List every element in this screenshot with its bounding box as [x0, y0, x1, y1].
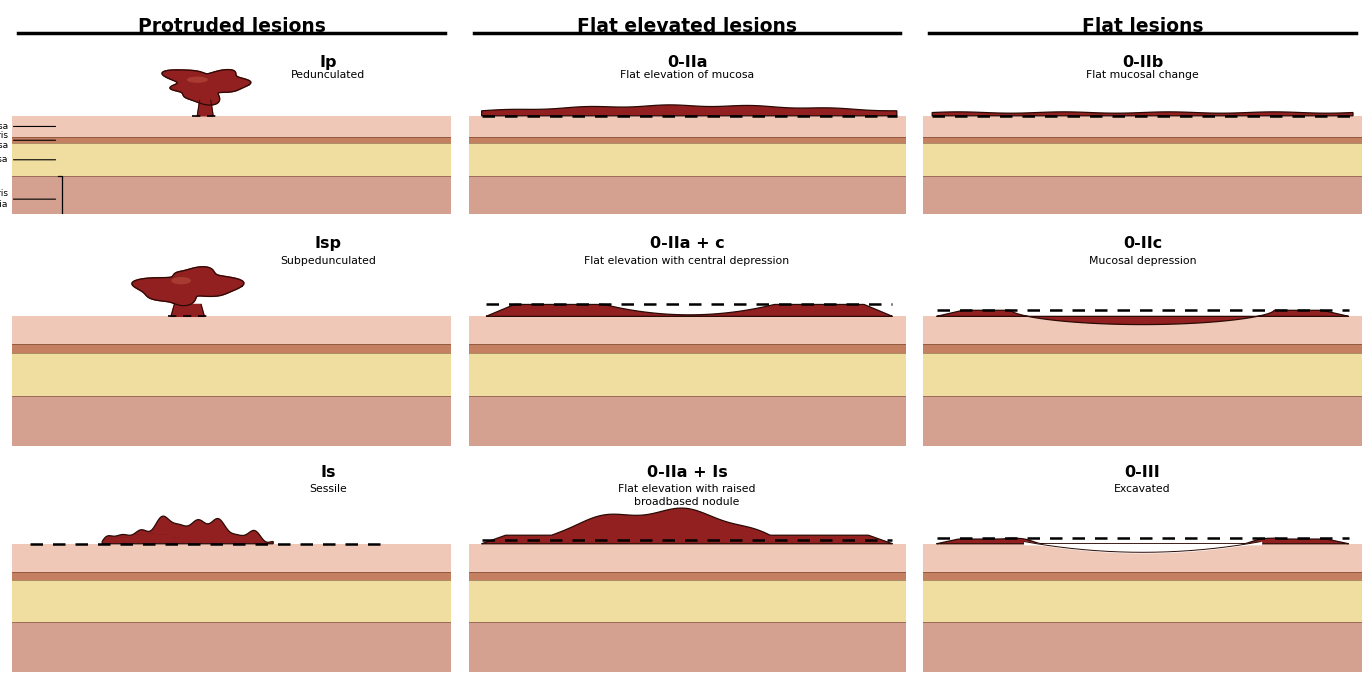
Polygon shape [103, 516, 273, 544]
Polygon shape [937, 538, 1348, 553]
Bar [12, 396, 451, 456]
Bar [12, 353, 451, 396]
Bar [469, 456, 906, 500]
Bar [12, 222, 451, 255]
Bar [12, 456, 451, 500]
Text: Flat elevated lesions: Flat elevated lesions [577, 17, 797, 36]
Text: Protruded lesions: Protruded lesions [137, 17, 326, 36]
Bar [469, 622, 906, 678]
Bar [923, 456, 1362, 500]
Text: 0-IIa + c: 0-IIa + c [649, 237, 725, 252]
Bar [469, 572, 906, 580]
Polygon shape [482, 105, 897, 116]
Bar [469, 353, 906, 396]
Polygon shape [132, 266, 244, 306]
Text: Isp: Isp [315, 237, 341, 252]
Bar [923, 580, 1362, 622]
Text: Muscularis
mucosa: Muscularis mucosa [0, 131, 56, 150]
Text: 0-IIb: 0-IIb [1122, 55, 1163, 70]
Bar [469, 580, 906, 622]
Text: Mucosal depression: Mucosal depression [1089, 256, 1196, 266]
Text: Flat lesions: Flat lesions [1082, 17, 1203, 36]
Bar [12, 580, 451, 622]
Bar [923, 344, 1362, 353]
Text: Is: Is [321, 464, 336, 480]
Text: 0-IIa: 0-IIa [667, 55, 707, 70]
Ellipse shape [186, 77, 208, 83]
Bar [923, 222, 1362, 255]
Bar [469, 176, 906, 222]
Bar [469, 396, 906, 456]
Bar [469, 317, 906, 344]
Text: Flat elevation with central depression: Flat elevation with central depression [585, 256, 789, 266]
Text: Subpedunculated: Subpedunculated [279, 256, 375, 266]
Text: 0-III: 0-III [1125, 464, 1160, 480]
Bar [12, 622, 451, 678]
Bar [469, 222, 906, 255]
Bar [469, 137, 906, 143]
Polygon shape [937, 311, 1348, 325]
Text: Sessile: Sessile [310, 484, 347, 494]
Bar [923, 176, 1362, 222]
Text: 0-IIa + Is: 0-IIa + Is [647, 464, 727, 480]
Bar [469, 544, 906, 572]
Bar [923, 622, 1362, 678]
Text: Flat elevation with raised
broadbased nodule: Flat elevation with raised broadbased no… [618, 484, 756, 506]
Bar [923, 143, 1362, 176]
Bar [12, 116, 451, 137]
Bar [12, 344, 451, 353]
Bar [923, 137, 1362, 143]
Text: Ip: Ip [319, 55, 337, 70]
Bar [469, 143, 906, 176]
Bar [469, 344, 906, 353]
Text: Pedunculated: Pedunculated [290, 70, 364, 80]
Bar [12, 317, 451, 344]
Bar [12, 176, 451, 222]
Polygon shape [162, 70, 251, 105]
Bar [923, 396, 1362, 456]
Ellipse shape [171, 277, 190, 284]
Bar [469, 116, 906, 137]
Text: Submucosa: Submucosa [0, 155, 56, 164]
Bar [12, 544, 451, 572]
Text: Excavated: Excavated [1114, 484, 1171, 494]
Text: Muscularis
propria: Muscularis propria [0, 189, 56, 209]
Polygon shape [932, 112, 1354, 116]
Text: Flat elevation of mucosa: Flat elevation of mucosa [621, 70, 754, 80]
Text: Flat mucosal change: Flat mucosal change [1086, 70, 1199, 80]
Bar [923, 317, 1362, 344]
Polygon shape [197, 100, 214, 116]
Polygon shape [171, 304, 204, 317]
Bar [12, 143, 451, 176]
Bar [923, 116, 1362, 137]
Bar [12, 137, 451, 143]
Bar [923, 544, 1362, 572]
Text: 0-IIc: 0-IIc [1123, 237, 1162, 252]
Bar [12, 572, 451, 580]
Polygon shape [482, 508, 892, 544]
Bar [923, 353, 1362, 396]
Bar [923, 572, 1362, 580]
Polygon shape [486, 304, 892, 317]
Text: Mucosa: Mucosa [0, 122, 56, 131]
